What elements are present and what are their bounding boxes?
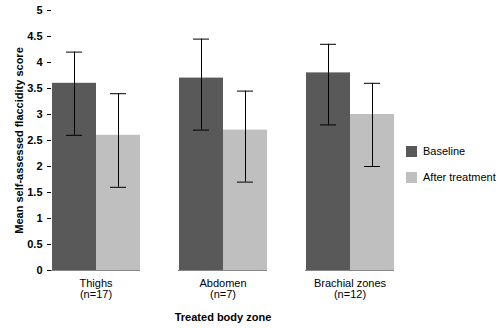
html-text:After treatment: After treatment <box>423 171 496 183</box>
svg-text:1.5: 1.5 <box>27 186 42 198</box>
svg-text:Abdomen(n=7): Abdomen(n=7) <box>199 277 246 300</box>
svg-text:1: 1 <box>36 212 42 224</box>
svg-text:3: 3 <box>36 108 42 120</box>
svg-text:5: 5 <box>36 4 42 16</box>
svg-text:Thighs(n=17): Thighs(n=17) <box>79 277 113 300</box>
svg-text:0.5: 0.5 <box>27 238 42 250</box>
svg-text:3.5: 3.5 <box>27 82 42 94</box>
svg-text:4.5: 4.5 <box>27 30 42 42</box>
svg-text:Brachial zones(n=12): Brachial zones(n=12) <box>314 277 387 300</box>
svg-text:Mean self-assessed flaccidity: Mean self-assessed flaccidity score <box>13 47 25 233</box>
svg-text:Treated body zone: Treated body zone <box>175 311 272 323</box>
svg-text:4: 4 <box>36 56 43 68</box>
svg-text:2.5: 2.5 <box>27 134 42 146</box>
svg-text:2: 2 <box>36 160 42 172</box>
html-text:Baseline: Baseline <box>423 145 466 157</box>
svg-text:0: 0 <box>36 264 42 276</box>
